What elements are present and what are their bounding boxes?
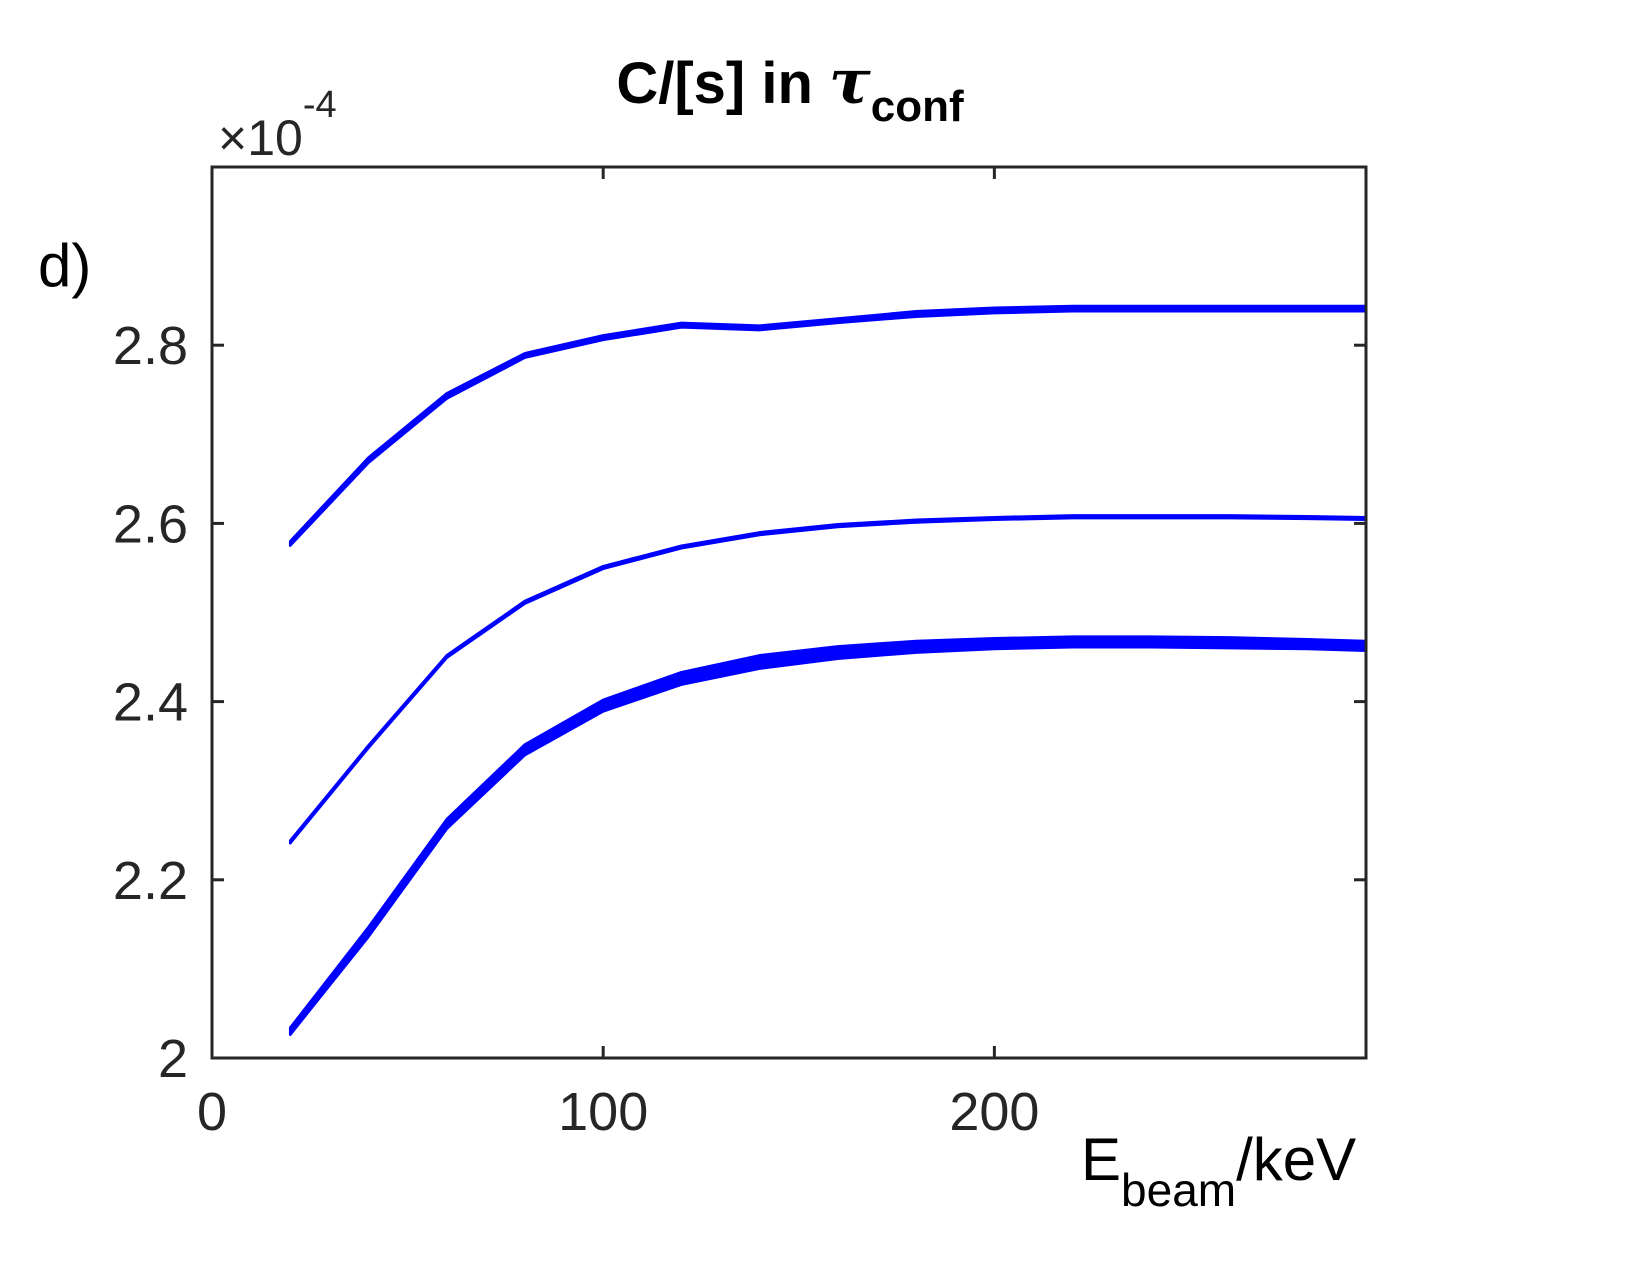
chart-title-symbol: τ xyxy=(829,45,871,118)
x-axis-label-subscript: beam xyxy=(1121,1164,1236,1216)
ticks-layer: 0 100 200 2 2.2 2.4 2.6 2.8 xyxy=(113,167,1366,1142)
y-tick-label: 2 xyxy=(158,1029,188,1089)
y-multiplier-base: ×10 xyxy=(218,110,303,166)
y-multiplier-exponent: -4 xyxy=(303,84,337,126)
x-axis-label: Ebeam/keV xyxy=(1081,1126,1356,1216)
panel-label: d) xyxy=(38,232,91,299)
series-layer xyxy=(288,304,1368,1037)
chart-title-subscript: conf xyxy=(871,82,964,131)
chart-title: C/[s] in τconf xyxy=(616,45,964,131)
series-line-1 xyxy=(288,304,1368,547)
y-tick-label: 2.4 xyxy=(113,673,188,733)
y-tick-label: 2.8 xyxy=(113,316,188,376)
x-tick-label: 200 xyxy=(949,1082,1039,1142)
chart-title-main: C/[s] in xyxy=(616,51,829,116)
axes-box xyxy=(210,165,1368,1060)
y-multiplier: ×10-4 xyxy=(218,84,337,166)
x-axis-label-unit: /keV xyxy=(1236,1126,1356,1193)
series-line-3 xyxy=(288,635,1368,1037)
y-tick-label: 2.6 xyxy=(113,494,188,554)
x-axis-label-main: E xyxy=(1081,1126,1121,1193)
x-tick-label: 100 xyxy=(558,1082,648,1142)
y-tick-label: 2.2 xyxy=(113,851,188,911)
x-tick-label: 0 xyxy=(197,1082,227,1142)
series-line-2 xyxy=(288,514,1368,845)
